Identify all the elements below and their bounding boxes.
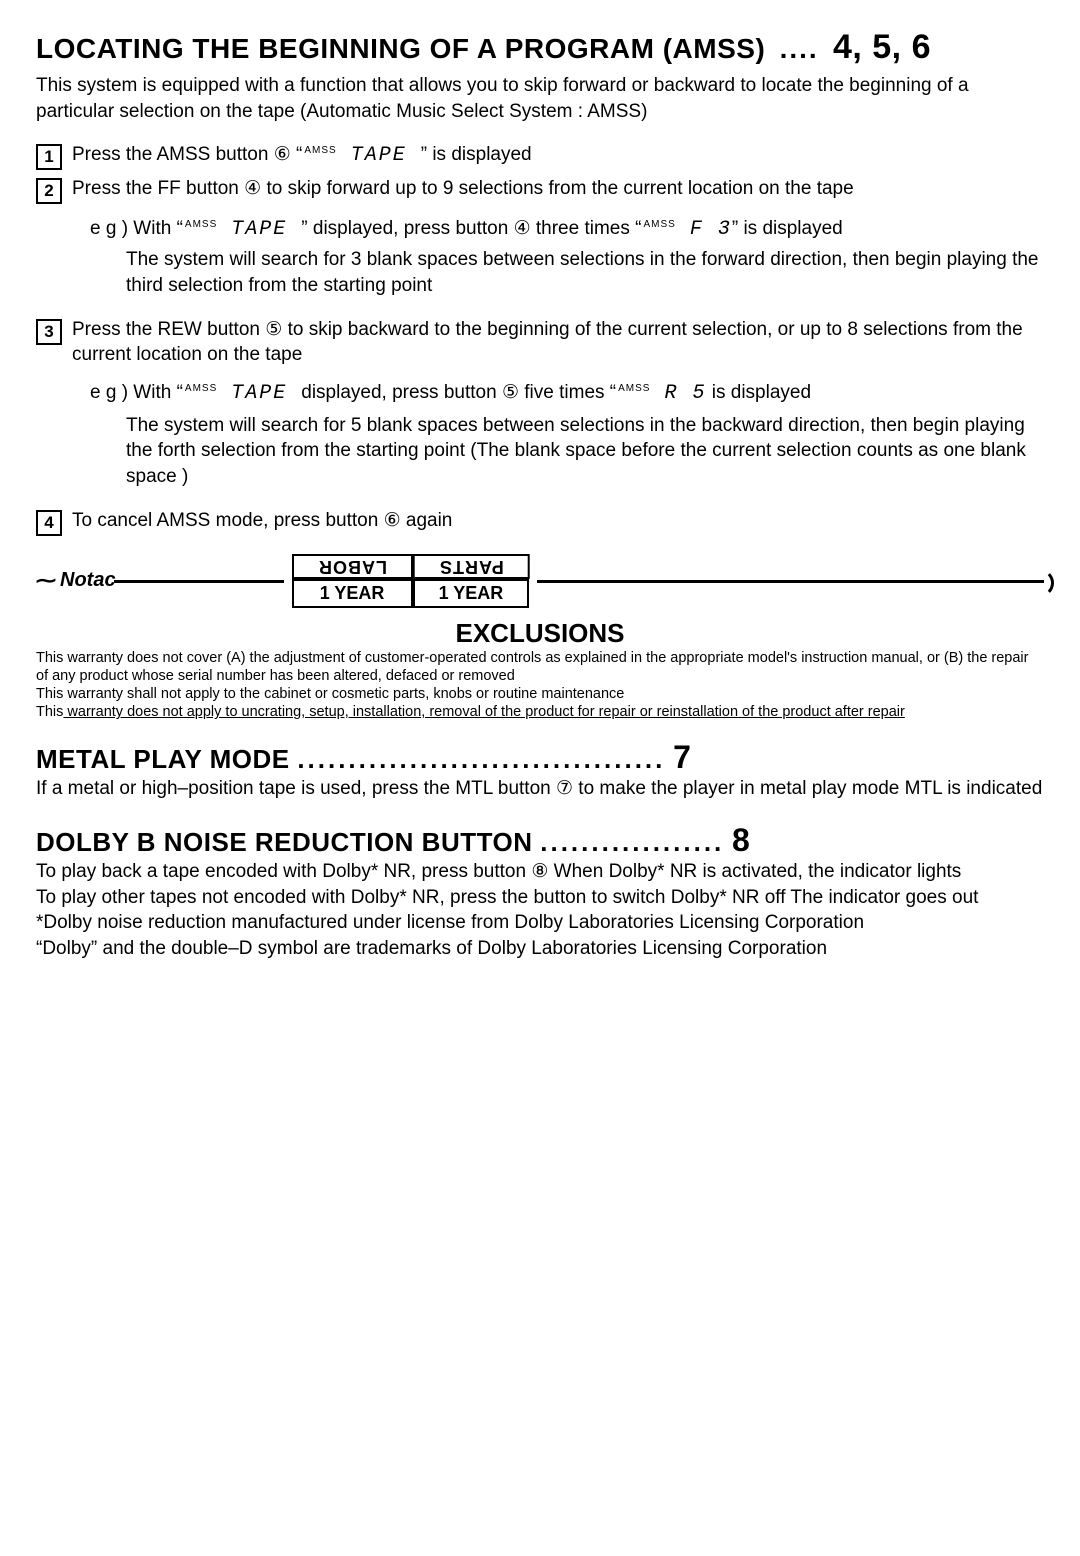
text: Press the AMSS button <box>72 144 274 165</box>
exclusions-p3: This warranty does not apply to uncratin… <box>36 703 1044 721</box>
display-f3: F 3 <box>676 218 732 241</box>
heading-text: METAL PLAY MODE <box>36 744 290 774</box>
exclusions-heading: EXCLUSIONS <box>36 618 1044 649</box>
text: “ <box>291 144 303 165</box>
amss-superscript: AMSS <box>185 219 217 230</box>
amss-superscript: AMSS <box>304 145 336 156</box>
text: three times “ <box>531 218 642 239</box>
button-ref-8: ⑧ <box>531 861 548 882</box>
heading-dots: .................. <box>540 827 724 857</box>
heading-dots: .... <box>780 33 819 64</box>
step-4-text: To cancel AMSS mode, press button ⑥ agai… <box>72 508 452 534</box>
step-3: 3 Press the REW button ⑤ to skip backwar… <box>36 317 1044 368</box>
step-number: 3 <box>36 319 62 345</box>
text: to skip forward up to 9 selections from … <box>261 178 854 199</box>
step-number: 1 <box>36 144 62 170</box>
text: Press the FF button <box>72 178 244 199</box>
example-1-line: e g ) With “AMSS TAPE ” displayed, press… <box>90 216 1044 243</box>
text: To cancel AMSS mode, press button <box>72 510 384 531</box>
text: e g ) With “ <box>90 218 183 239</box>
button-ref-6: ⑥ <box>384 510 401 531</box>
heading-text: LOCATING THE BEGINNING OF A PROGRAM (AMS… <box>36 33 765 64</box>
exclusions-p2: This warranty shall not apply to the cab… <box>36 685 1044 703</box>
amss-superscript: AMSS <box>185 383 217 394</box>
manual-page: LOCATING THE BEGINNING OF A PROGRAM (AMS… <box>0 0 1080 1001</box>
step-2-text: Press the FF button ④ to skip forward up… <box>72 176 854 202</box>
table-cell-labor: 1 YEAR <box>292 579 413 608</box>
amss-superscript: AMSS <box>643 219 675 230</box>
heading-page: 7 <box>673 739 691 775</box>
display-r5: R 5 <box>650 382 706 405</box>
display-tape: TAPE <box>337 144 421 167</box>
text: To play back a tape encoded with Dolby* … <box>36 861 531 882</box>
example-1-para: The system will search for 3 blank space… <box>126 247 1044 298</box>
step-3-text: Press the REW button ⑤ to skip backward … <box>72 317 1044 368</box>
dolby-p3: *Dolby noise reduction manufactured unde… <box>36 910 1044 936</box>
text: When Dolby* NR is activated, the indicat… <box>548 861 961 882</box>
table-header-labor: LABOR <box>292 554 413 579</box>
display-tape: TAPE <box>217 382 301 405</box>
text: e g ) With “ <box>90 382 183 403</box>
dolby-p4: “Dolby” and the double–D symbol are trad… <box>36 936 1044 962</box>
notes-row: ⁓ Notac LABOR PARTS 1 YEAR 1 YEAR <box>36 554 1044 608</box>
notes-label: Notac <box>60 569 116 592</box>
amss-superscript: AMSS <box>618 383 650 394</box>
text: displayed, press button <box>301 382 502 403</box>
section-heading-amss: LOCATING THE BEGINNING OF A PROGRAM (AMS… <box>36 28 1044 67</box>
dolby-p1: To play back a tape encoded with Dolby* … <box>36 859 1044 885</box>
exclusions-underline: warranty does not apply to uncrating, se… <box>63 704 904 720</box>
button-ref-5: ⑤ <box>502 382 519 403</box>
step-2: 2 Press the FF button ④ to skip forward … <box>36 176 1044 204</box>
button-ref-4: ④ <box>244 178 261 199</box>
amss-intro: This system is equipped with a function … <box>36 73 1044 124</box>
text: ” displayed, press button <box>301 218 513 239</box>
swash-right <box>537 572 1044 590</box>
heading-page: 8 <box>732 822 750 858</box>
heading-pages: 4, 5, 6 <box>833 28 931 66</box>
example-2-line: e g ) With “AMSS TAPE displayed, press b… <box>90 380 1044 407</box>
step-4: 4 To cancel AMSS mode, press button ⑥ ag… <box>36 508 1044 536</box>
dolby-p2: To play other tapes not encoded with Dol… <box>36 885 1044 911</box>
text: ” is displayed <box>421 144 532 165</box>
text: five times “ <box>519 382 616 403</box>
text: to make the player in metal play mode MT… <box>573 778 1042 799</box>
button-ref-6: ⑥ <box>274 144 291 165</box>
step-1: 1 Press the AMSS button ⑥ “AMSS TAPE ” i… <box>36 142 1044 170</box>
text: If a metal or high–position tape is used… <box>36 778 556 799</box>
display-tape: TAPE <box>217 218 301 241</box>
section-heading-metal: METAL PLAY MODE ........................… <box>36 739 1044 776</box>
text: ” is displayed <box>732 218 843 239</box>
dash-icon: ⁓ <box>36 568 56 593</box>
text: is displayed <box>706 382 811 403</box>
section-heading-dolby: DOLBY B NOISE REDUCTION BUTTON .........… <box>36 822 1044 859</box>
table-cell-parts: 1 YEAR <box>413 579 530 608</box>
warranty-table: LABOR PARTS 1 YEAR 1 YEAR <box>292 554 530 608</box>
text: Press the REW button <box>72 319 265 340</box>
heading-text: DOLBY B NOISE REDUCTION BUTTON <box>36 827 533 857</box>
button-ref-5: ⑤ <box>265 319 282 340</box>
text: This <box>36 704 63 720</box>
step-number: 2 <box>36 178 62 204</box>
step-1-text: Press the AMSS button ⑥ “AMSS TAPE ” is … <box>72 142 532 169</box>
example-2-para: The system will search for 5 blank space… <box>126 413 1044 490</box>
text: again <box>401 510 453 531</box>
exclusions-p1: This warranty does not cover (A) the adj… <box>36 649 1044 685</box>
button-ref-7: ⑦ <box>556 778 573 799</box>
swash-left <box>114 572 284 590</box>
heading-dots: .................................... <box>297 744 665 774</box>
metal-body: If a metal or high–position tape is used… <box>36 776 1044 802</box>
button-ref-4: ④ <box>514 218 531 239</box>
step-number: 4 <box>36 510 62 536</box>
table-header-parts: PARTS <box>413 554 530 579</box>
